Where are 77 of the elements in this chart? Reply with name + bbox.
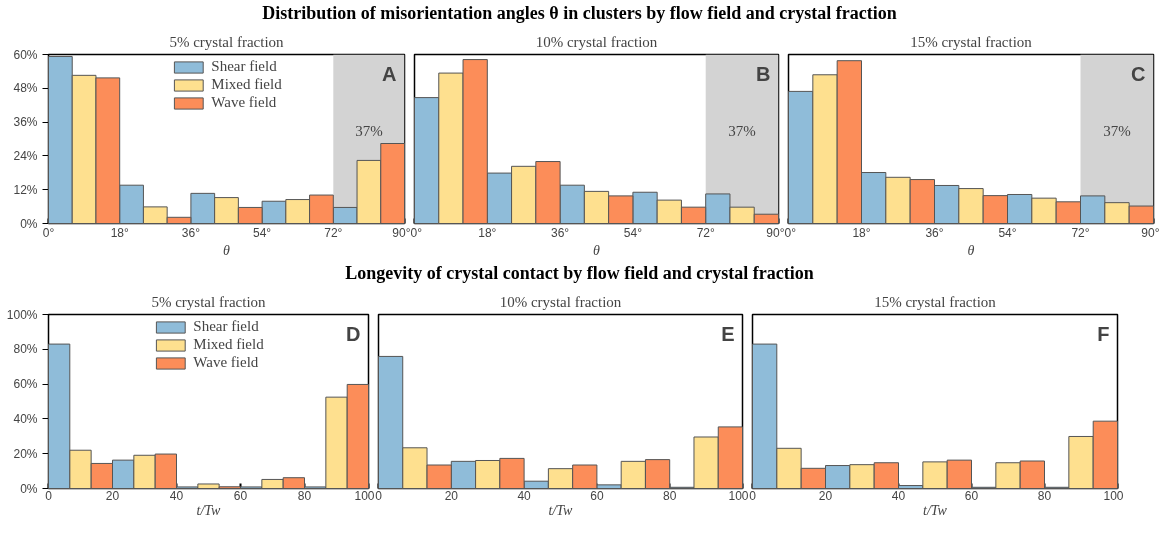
y-tick-label: 60% <box>13 377 38 392</box>
y-tick-label: 40% <box>13 411 38 426</box>
x-tick-label: 100 <box>1103 488 1124 503</box>
text: Distribution of misorientation angles θ in clusters by flow field and crystal fraction <box>262 2 897 25</box>
legend-label: Mixed field <box>193 336 264 353</box>
legend-label: Wave field <box>193 354 259 371</box>
chart-title: 5% crystal fraction <box>169 33 285 50</box>
legend-label: Wave field <box>211 94 277 111</box>
x-tick-label: 54° <box>253 225 272 240</box>
annotation: D <box>346 322 361 345</box>
x-tick-label: 72° <box>1071 225 1090 240</box>
y-tick-label: 60% <box>13 47 38 62</box>
x-tick-label: 90° <box>1141 225 1159 240</box>
x-tick-label: 54° <box>623 225 643 240</box>
x-tick-label: 40 <box>169 488 184 503</box>
x-tick-label: 20 <box>444 488 459 503</box>
band-label: 37% <box>355 122 383 139</box>
chart-title: 5% crystal fraction <box>151 293 267 310</box>
chart-title: 15% crystal fraction <box>874 293 997 310</box>
text: Longevity of crystal contact by flow field and crystal fraction <box>345 262 814 285</box>
annotation: C <box>1131 62 1146 85</box>
y-tick-label: 36% <box>13 115 38 130</box>
x-tick-label: 54° <box>998 225 1017 240</box>
x-tick-label: 100 <box>354 488 375 503</box>
x-tick-label: 40 <box>891 488 906 503</box>
x-axis-title: θ <box>223 242 231 258</box>
x-tick-label: 90° <box>766 225 785 240</box>
band-label: 37% <box>1103 122 1131 139</box>
x-tick-label: 0° <box>784 225 797 240</box>
x-tick-label: 80 <box>663 488 677 503</box>
y-tick-label: 100% <box>6 307 38 322</box>
x-tick-label: 90° <box>392 225 411 240</box>
chart-title: 10% crystal fraction <box>499 293 622 310</box>
x-tick-label: 20 <box>818 488 833 503</box>
x-axis-title: t/Tw <box>548 502 574 518</box>
x-tick-label: 72° <box>324 225 343 240</box>
x-tick-label: 80 <box>1037 488 1052 503</box>
x-tick-label: 100 <box>728 488 749 503</box>
x-tick-label: 60 <box>964 488 979 503</box>
x-tick-label: 80 <box>297 488 312 503</box>
x-tick-label: 18° <box>478 225 497 240</box>
x-tick-label: 18° <box>852 225 871 240</box>
x-tick-label: 18° <box>110 225 129 240</box>
x-tick-label: 40 <box>517 488 532 503</box>
chart-title: 10% crystal fraction <box>535 33 658 50</box>
y-tick-label: 24% <box>13 148 38 163</box>
annotation: E <box>721 322 735 345</box>
x-tick-label: 36° <box>551 225 570 240</box>
y-tick-label: 80% <box>13 342 38 357</box>
annotation: F <box>1097 322 1110 345</box>
y-tick-label: 48% <box>13 81 38 96</box>
x-tick-label: 60 <box>590 488 604 503</box>
x-axis-title: θ <box>593 242 601 258</box>
x-tick-label: 36° <box>181 225 201 240</box>
x-axis-title: t/Tw <box>923 502 948 518</box>
x-tick-label: 36° <box>925 225 944 240</box>
legend-label: Shear field <box>193 318 259 335</box>
y-tick-label: 12% <box>13 182 38 197</box>
x-tick-label: 72° <box>696 225 715 240</box>
annotation: B <box>756 62 771 85</box>
x-axis-title: t/Tw <box>196 502 222 518</box>
legend-label: Shear field <box>211 58 277 75</box>
y-tick-label: 0% <box>20 481 38 496</box>
x-tick-label: 0 <box>45 488 53 503</box>
x-tick-label: 20 <box>105 488 120 503</box>
x-axis-title: θ <box>967 242 975 258</box>
x-tick-label: 0° <box>410 225 423 240</box>
x-tick-label: 0 <box>375 488 383 503</box>
chart-title: 15% crystal fraction <box>910 33 1033 50</box>
legend-label: Mixed field <box>211 76 282 93</box>
x-tick-label: 0 <box>749 488 757 503</box>
x-tick-label: 60 <box>233 488 248 503</box>
band-label: 37% <box>728 122 756 139</box>
annotation: A <box>382 62 397 85</box>
y-tick-label: 0% <box>20 216 38 231</box>
y-tick-label: 20% <box>13 446 38 461</box>
x-tick-label: 0° <box>42 225 55 240</box>
